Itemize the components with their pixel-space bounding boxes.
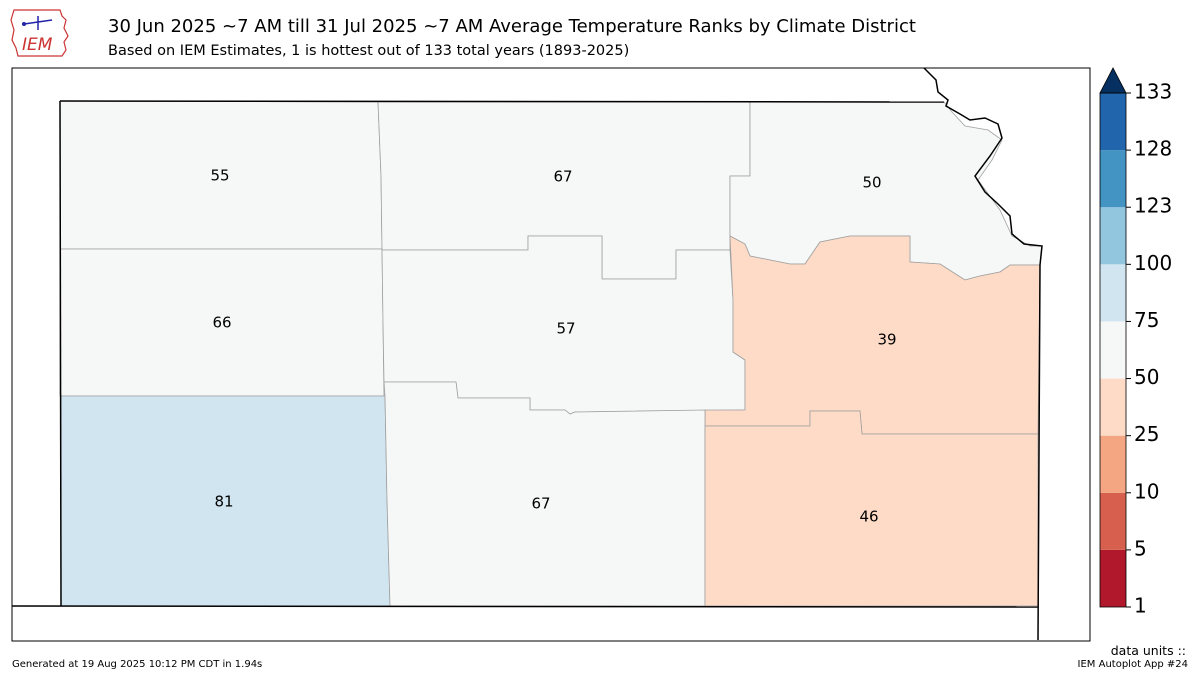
colorbar-segment — [1100, 264, 1126, 322]
rank-label-south-central: 67 — [531, 495, 550, 513]
colorbar-segment — [1100, 321, 1126, 379]
rank-label-west-central: 66 — [212, 314, 231, 332]
colorbar-tick-label: 5 — [1134, 536, 1147, 560]
state-border-north — [59, 100, 945, 103]
rank-label-southeast: 46 — [859, 508, 878, 526]
district-south-central — [383, 381, 706, 607]
colorbar-tick-label: 100 — [1134, 251, 1172, 275]
rank-label-southwest: 81 — [214, 493, 233, 511]
district-east-central — [704, 235, 1041, 435]
iem-logo: IEM — [10, 9, 69, 57]
colorbar-segment — [1100, 93, 1126, 151]
colorbar-tick-label: 123 — [1134, 194, 1172, 218]
colorbar-tick-label: 133 — [1134, 80, 1172, 104]
colorbar-tick-label: 128 — [1134, 137, 1172, 161]
data-units-label: data units :: — [1110, 643, 1186, 658]
rank-label-northwest: 55 — [210, 167, 229, 185]
rank-label-northeast: 50 — [862, 174, 881, 192]
colorbar-segment — [1100, 492, 1126, 550]
colorbar-segment — [1100, 150, 1126, 208]
district-labels: 55 67 50 66 57 39 81 67 46 — [210, 167, 896, 526]
rank-label-east-central: 39 — [877, 331, 896, 349]
river-border-east — [923, 67, 1043, 641]
colorbar-outline — [1099, 92, 1127, 608]
colorbar-segment — [1100, 435, 1126, 493]
svg-text:IEM: IEM — [22, 35, 53, 55]
colorbar-segment — [1100, 378, 1126, 436]
district-polygons — [59, 100, 1043, 607]
colorbar-tick-label: 25 — [1134, 422, 1159, 446]
colorbar-segment — [1100, 549, 1126, 607]
generated-timestamp: Generated at 19 Aug 2025 10:12 PM CDT in… — [12, 659, 263, 670]
colorbar-tick-label: 10 — [1134, 479, 1159, 503]
state-border-south — [11, 605, 1039, 608]
app-label: IEM Autoplot App #24 — [1077, 659, 1188, 670]
colorbar: 1 5 10 25 50 75 100 123 128 133 — [1099, 67, 1172, 618]
colorbar-tick-label: 75 — [1134, 308, 1159, 332]
colorbar-extend-arrow — [1099, 67, 1127, 94]
rank-label-central: 57 — [556, 320, 575, 338]
page-subtitle: Based on IEM Estimates, 1 is hottest out… — [108, 43, 630, 59]
colorbar-tick-label: 1 — [1134, 594, 1147, 618]
district-southeast — [704, 410, 1039, 607]
colorbar-segment — [1100, 207, 1126, 265]
colorbar-tick-label: 50 — [1134, 365, 1159, 389]
rank-label-north-central: 67 — [553, 168, 572, 186]
page-title: 30 Jun 2025 ~7 AM till 31 Jul 2025 ~7 AM… — [108, 16, 916, 37]
state-border-west — [59, 100, 62, 607]
